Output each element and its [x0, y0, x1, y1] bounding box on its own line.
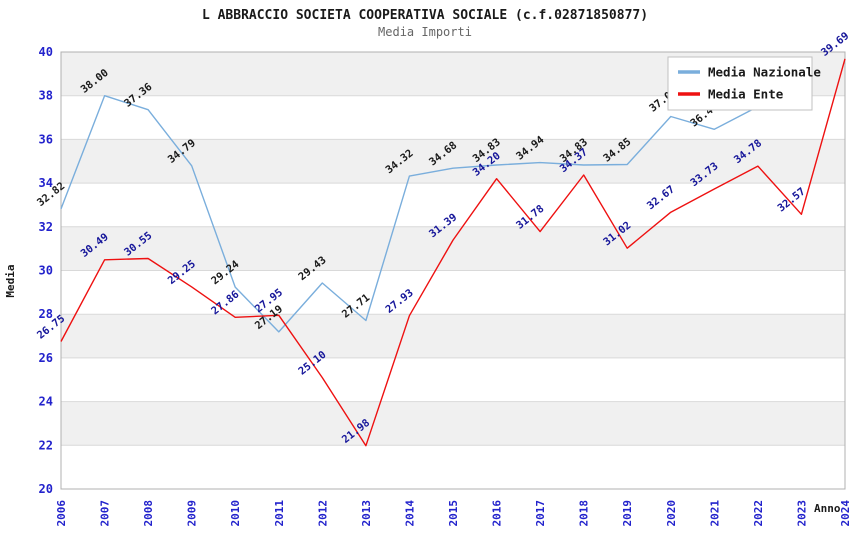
x-tick-label: 2024: [839, 500, 850, 527]
x-tick-label: 2015: [447, 500, 460, 527]
legend-label-media-nazionale: Media Nazionale: [708, 65, 821, 80]
series-lines: [60, 58, 846, 447]
y-tick-label: 26: [39, 351, 53, 365]
x-tick-label: 2023: [795, 500, 808, 527]
y-tick-label: 34: [39, 176, 53, 190]
series-line-media-nazionale: [60, 94, 759, 333]
y-tick-label: 22: [39, 438, 53, 452]
y-tick-label: 24: [39, 395, 53, 409]
x-tick-label: 2013: [360, 500, 373, 527]
plot-background-bands: [61, 52, 845, 489]
legend: Media Nazionale Media Ente: [667, 56, 821, 111]
chart-subtitle: Media Importi: [378, 25, 472, 39]
chart-title: L ABBRACCIO SOCIETA COOPERATIVA SOCIALE …: [202, 8, 648, 23]
y-axis-title: Media: [4, 264, 17, 297]
y-tick-label: 40: [39, 45, 53, 59]
x-tick-label: 2010: [229, 500, 242, 527]
x-tick-label: 2019: [621, 500, 634, 527]
plot-band: [61, 357, 845, 402]
plot-band: [61, 183, 845, 227]
plot-band: [61, 401, 845, 446]
x-tick-label: 2022: [752, 500, 765, 527]
x-tick-label: 2021: [708, 500, 721, 527]
y-tick-label: 30: [39, 264, 53, 278]
x-tick-label: 2020: [665, 500, 678, 527]
legend-box: [667, 56, 813, 111]
x-tick-label: 2008: [142, 500, 155, 527]
x-tick-label: 2014: [403, 500, 416, 527]
x-tick-label: 2007: [99, 500, 112, 527]
x-tick-label: 2012: [316, 500, 329, 527]
y-tick-label: 32: [39, 220, 53, 234]
plot-band: [61, 314, 845, 358]
plot-band: [61, 270, 845, 315]
plot-band: [61, 139, 845, 184]
x-tick-label: 2009: [186, 500, 199, 527]
x-tick-label: 2006: [55, 500, 68, 527]
x-tick-label: 2018: [578, 500, 591, 527]
legend-label-media-ente: Media Ente: [708, 87, 784, 102]
y-tick-label: 38: [39, 89, 53, 103]
plot-border: [60, 51, 846, 490]
plot-band: [61, 226, 845, 271]
x-tick-label: 2016: [491, 500, 504, 527]
y-tick-label: 28: [39, 307, 53, 321]
y-tick-label: 20: [39, 482, 53, 496]
series-line-media-ente: [60, 58, 846, 447]
x-axis-title: Anno: [814, 502, 841, 515]
y-tick-label: 36: [39, 132, 53, 146]
x-tick-label: 2017: [534, 500, 547, 527]
x-tick-label: 2011: [273, 500, 286, 527]
plot-band: [61, 445, 845, 489]
